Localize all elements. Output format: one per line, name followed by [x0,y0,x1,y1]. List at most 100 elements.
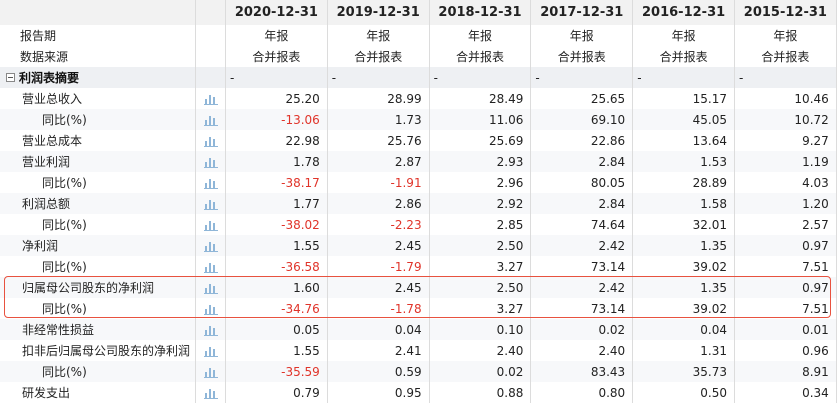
table-cell: 3.27 [430,298,532,319]
table-cell: 0.50 [633,382,735,403]
table-cell: 合并报表 [735,46,837,67]
header-label-cell [0,0,196,25]
row-label: 同比(%) [0,298,196,319]
table-cell: 39.02 [633,256,735,277]
bar-chart-icon[interactable] [196,382,226,403]
column-header[interactable]: 2019-12-31 [328,0,430,25]
table-cell: 1.19 [735,151,837,172]
table-cell: 28.99 [328,88,430,109]
table-cell: 年报 [430,25,532,46]
table-cell: 11.06 [430,109,532,130]
table-cell: 2.92 [430,193,532,214]
table-cell: 0.02 [531,319,634,340]
table-cell: - [226,67,328,88]
table-cell: 1.78 [226,151,328,172]
table-cell: 25.20 [226,88,328,109]
column-header[interactable]: 2015-12-31 [735,0,837,25]
section-label-cell[interactable]: 利润表摘要 [0,67,196,88]
table-row[interactable]: 营业总成本 22.98 25.76 25.69 22.86 13.64 9.27 [0,130,837,151]
table-cell: 73.14 [531,298,634,319]
bar-chart-icon[interactable] [196,109,226,130]
table-cell: 32.01 [633,214,735,235]
column-header[interactable]: 2016-12-31 [633,0,735,25]
collapse-minus-icon[interactable] [6,73,15,82]
row-label: 净利润 [0,235,196,256]
table-cell: 2.42 [531,277,634,298]
bar-chart-icon[interactable] [196,193,226,214]
table-row[interactable]: 营业利润 1.78 2.87 2.93 2.84 1.53 1.19 [0,151,837,172]
table-cell: 2.84 [531,193,634,214]
row-label: 同比(%) [0,256,196,277]
bar-chart-icon[interactable] [196,361,226,382]
row-label: 营业总成本 [0,130,196,151]
table-cell: 69.10 [531,109,634,130]
table-row[interactable]: 同比(%) -34.76 -1.78 3.27 73.14 39.02 7.51 [0,298,837,319]
table-row[interactable]: 营业总收入 25.20 28.99 28.49 25.65 15.17 10.46 [0,88,837,109]
table-cell: 年报 [226,25,328,46]
table-row[interactable]: 同比(%) -38.02 -2.23 2.85 74.64 32.01 2.57 [0,214,837,235]
table-row: 报告期 年报 年报 年报 年报 年报 年报 [0,25,837,46]
table-cell: 合并报表 [430,46,532,67]
table-cell: 39.02 [633,298,735,319]
column-header[interactable]: 2020-12-31 [226,0,328,25]
table-cell: 1.73 [328,109,430,130]
row-label: 营业利润 [0,151,196,172]
table-cell: 45.05 [633,109,735,130]
table-cell: 年报 [531,25,634,46]
table-row[interactable]: 同比(%) -36.58 -1.79 3.27 73.14 39.02 7.51 [0,256,837,277]
bar-chart-icon[interactable] [196,172,226,193]
table-cell: -34.76 [226,298,328,319]
table-header: 2020-12-31 2019-12-31 2018-12-31 2017-12… [0,0,837,25]
bar-chart-icon[interactable] [196,277,226,298]
table-cell: 0.97 [735,277,837,298]
bar-chart-icon[interactable] [196,256,226,277]
table-row[interactable]: 扣非后归属母公司股东的净利润 1.55 2.41 2.40 2.40 1.31 0.96 [0,340,837,361]
bar-chart-icon[interactable] [196,235,226,256]
table-cell: 9.27 [735,130,837,151]
table-row[interactable]: 净利润 1.55 2.45 2.50 2.42 1.35 0.97 [0,235,837,256]
table-row[interactable]: 利润总额 1.77 2.86 2.92 2.84 1.58 1.20 [0,193,837,214]
row-label: 报告期 [0,25,196,46]
table-row[interactable]: 归属母公司股东的净利润 1.60 2.45 2.50 2.42 1.35 0.97 [0,277,837,298]
table-cell: 2.50 [430,235,532,256]
table-cell: 2.85 [430,214,532,235]
table-cell: 2.40 [531,340,634,361]
table-cell: -38.17 [226,172,328,193]
table-row[interactable]: 非经常性损益 0.05 0.04 0.10 0.02 0.04 0.01 [0,319,837,340]
bar-chart-icon[interactable] [196,298,226,319]
bar-chart-icon[interactable] [196,319,226,340]
table-cell: 22.86 [531,130,634,151]
section-row[interactable]: 利润表摘要 - - - - - - [0,67,837,88]
row-label: 利润总额 [0,193,196,214]
table-cell: 0.04 [328,319,430,340]
table-cell: 1.55 [226,235,328,256]
table-cell: -35.59 [226,361,328,382]
bar-chart-icon[interactable] [196,130,226,151]
table-cell: 0.01 [735,319,837,340]
bar-chart-icon[interactable] [196,151,226,172]
table-row: 数据来源 合并报表 合并报表 合并报表 合并报表 合并报表 合并报表 [0,46,837,67]
row-label: 同比(%) [0,361,196,382]
table-cell: 2.40 [430,340,532,361]
table-cell: - [430,67,532,88]
table-cell: 73.14 [531,256,634,277]
table-cell: 7.51 [735,298,837,319]
row-label: 同比(%) [0,172,196,193]
bar-chart-icon[interactable] [196,88,226,109]
table-row[interactable]: 同比(%) -38.17 -1.91 2.96 80.05 28.89 4.03 [0,172,837,193]
table-cell: 0.88 [430,382,532,403]
bar-chart-icon[interactable] [196,214,226,235]
table-cell: 8.91 [735,361,837,382]
table-cell: 0.10 [430,319,532,340]
table-row[interactable]: 研发支出 0.79 0.95 0.88 0.80 0.50 0.34 [0,382,837,403]
column-header[interactable]: 2018-12-31 [430,0,532,25]
table-cell: 25.65 [531,88,634,109]
row-label: 同比(%) [0,109,196,130]
table-cell: 1.55 [226,340,328,361]
column-header[interactable]: 2017-12-31 [531,0,634,25]
bar-chart-icon[interactable] [196,340,226,361]
table-cell: - [531,67,634,88]
table-cell: 2.87 [328,151,430,172]
table-row[interactable]: 同比(%) -13.06 1.73 11.06 69.10 45.05 10.72 [0,109,837,130]
table-row[interactable]: 同比(%) -35.59 0.59 0.02 83.43 35.73 8.91 [0,361,837,382]
